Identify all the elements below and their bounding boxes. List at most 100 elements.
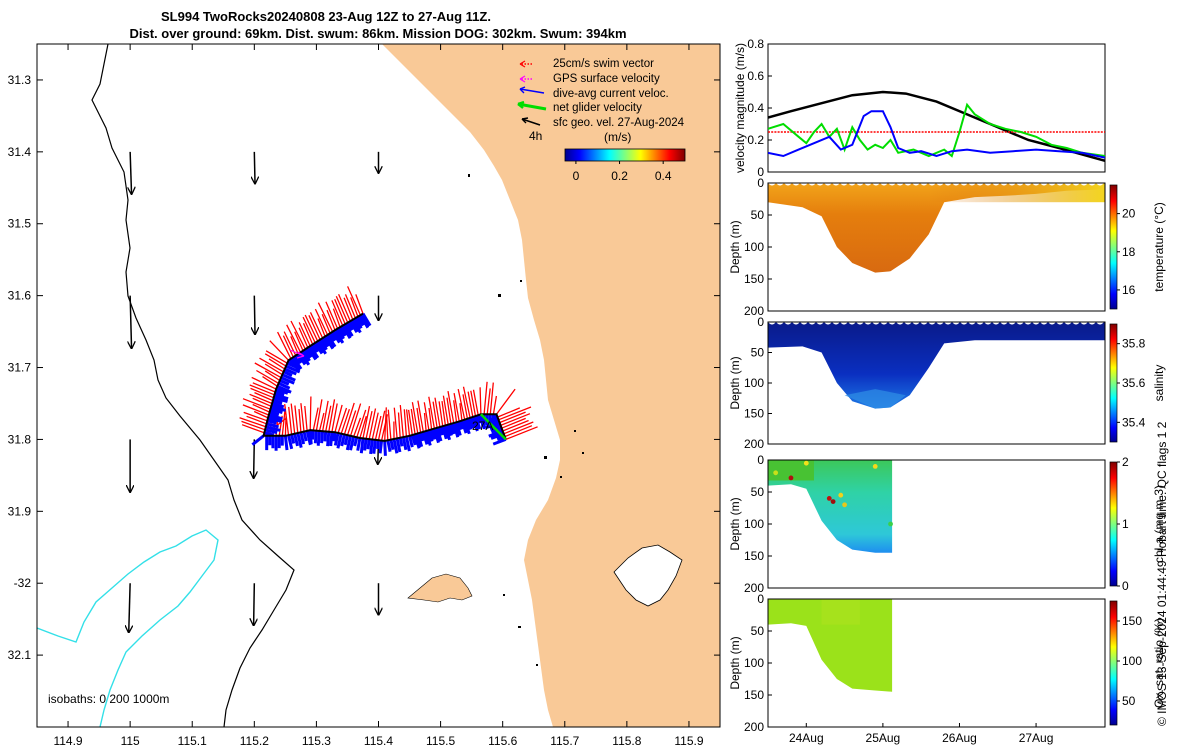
section-ytick-label: 200 bbox=[744, 581, 764, 595]
section-ytick-label: 150 bbox=[744, 549, 764, 563]
map-xtick-label: 115.2 bbox=[240, 734, 269, 748]
map-ytick-label: -32 bbox=[14, 576, 32, 590]
scale-arrow-label: 4h bbox=[529, 129, 542, 143]
legend-label-geo: sfc geo. vel. 27-Aug-2024 bbox=[553, 117, 685, 129]
section-colorbar-tick-label: 35.8 bbox=[1122, 337, 1146, 351]
velocity-ytick-label: 0.6 bbox=[747, 69, 764, 83]
time-tick-label: 24Aug bbox=[789, 731, 824, 745]
section-ytick-label: 100 bbox=[744, 656, 764, 670]
chla-data-point bbox=[842, 502, 847, 508]
velocity-ytick-label: 0.8 bbox=[747, 37, 764, 51]
section-data bbox=[768, 599, 893, 692]
geo-velocity-arrow bbox=[129, 583, 130, 632]
velocity-ticks: 0 0.2 0.4 0.6 0.8 bbox=[747, 37, 772, 179]
oxygen-surface-patch bbox=[821, 599, 860, 625]
salinity-section: 0 50 100 150 200 Depth (m) 35.4 35.6 35.8 salinit… bbox=[728, 315, 1166, 451]
map-xtick-label: 115.8 bbox=[612, 734, 641, 748]
section-ytick-label: 150 bbox=[744, 407, 764, 421]
map-xtick-label: 115.9 bbox=[674, 734, 703, 748]
island bbox=[407, 573, 473, 603]
colorbar-label: (m/s) bbox=[604, 130, 631, 144]
section-data bbox=[768, 183, 1105, 273]
section-colorbar-tick-label: 20 bbox=[1122, 207, 1136, 221]
map-ytick-label: 32.1 bbox=[8, 648, 32, 662]
section-ytick-label: 200 bbox=[744, 720, 764, 734]
section-colorbar-tick-label: 100 bbox=[1122, 654, 1142, 668]
chla-data-point bbox=[838, 492, 844, 498]
map-xtick-label: 115.4 bbox=[364, 734, 393, 748]
velocity-series-blue bbox=[768, 110, 1105, 159]
title-line-2: Dist. over ground: 69km. Dist. swum: 86k… bbox=[129, 26, 626, 41]
section-colorbar-tick-label: 50 bbox=[1122, 694, 1136, 708]
title-line-1: SL994 TwoRocks20240808 23-Aug 12Z to 27-… bbox=[161, 9, 491, 24]
section-top-scallop bbox=[768, 322, 1104, 325]
temperature-section: 0 50 100 150 200 Depth (m) 16 18 20 temperature (… bbox=[728, 176, 1166, 318]
map-colorbar-tick-label: 0 bbox=[573, 169, 580, 183]
chla-data-point bbox=[830, 499, 836, 504]
section-fill bbox=[768, 460, 893, 553]
section-colorbar-tick-label: 1 bbox=[1122, 517, 1129, 531]
section-ytick-label: 50 bbox=[751, 208, 765, 222]
map-ytick-label: 31.6 bbox=[8, 289, 32, 303]
chla-data-point bbox=[773, 470, 779, 476]
map-ytick-label: 31.3 bbox=[8, 73, 32, 87]
chla-data-point bbox=[803, 460, 809, 466]
section-ytick-label: 0 bbox=[757, 315, 764, 329]
section-fill bbox=[768, 322, 1105, 409]
section-colorbar-tick-label: 18 bbox=[1122, 245, 1136, 259]
section-ytick-label: 0 bbox=[757, 453, 764, 467]
geo-velocity-arrow bbox=[254, 439, 255, 478]
map-xtick-label: 115.3 bbox=[302, 734, 331, 748]
velocity-panel: 0 0.2 0.4 0.6 0.8 velocity magnitude (m/s) bbox=[733, 37, 1106, 179]
section-fill bbox=[768, 183, 1105, 273]
velocity-series-green bbox=[768, 102, 1105, 158]
velocity-ytick-label: 0.2 bbox=[747, 133, 764, 147]
section-ytick-label: 150 bbox=[744, 688, 764, 702]
section-data bbox=[768, 322, 1105, 409]
time-axis: 24Aug 25Aug 26Aug 27Aug bbox=[789, 723, 1053, 745]
section-ytick-label: 100 bbox=[744, 240, 764, 254]
geo-velocity-arrow bbox=[130, 295, 131, 349]
geo-velocity-arrow bbox=[254, 295, 255, 335]
side-label-flags: QC flags 1 2 bbox=[1155, 421, 1169, 488]
current-velocity-arrows bbox=[251, 312, 507, 456]
section-ytick-label: 200 bbox=[744, 437, 764, 451]
side-label-credit-line: © IMOS 13-Sep-2024 01:44:49 Hobart time.… bbox=[1155, 421, 1169, 726]
velocity-series bbox=[768, 90, 1105, 163]
side-label-time: Hobart time. bbox=[1155, 492, 1169, 557]
oxygen-section: 0 50 100 150 200 Depth (m) 50 100 150 Ox. sat. ra… bbox=[728, 592, 1166, 734]
geo-velocity-arrow bbox=[254, 583, 255, 625]
net-glider-velocity-arrow bbox=[480, 413, 507, 441]
chla-surface-patch bbox=[768, 460, 814, 481]
section-colorbar-label: temperature (°C) bbox=[1152, 202, 1166, 292]
legend-swatch-net bbox=[517, 102, 547, 111]
geo-velocity-arrow bbox=[130, 151, 131, 194]
map-ytick-label: 31.7 bbox=[8, 361, 32, 375]
legend-label-current: dive-avg current veloc. bbox=[553, 88, 669, 100]
section-ytick-label: 50 bbox=[751, 624, 765, 638]
map-ytick-label: 31.9 bbox=[8, 504, 32, 518]
legend-label-swim: 25cm/s swim vector bbox=[553, 58, 654, 70]
section-ytick-label: 100 bbox=[744, 517, 764, 531]
velocity-ytick-label: 0.4 bbox=[747, 101, 764, 115]
section-ylabel: Depth (m) bbox=[728, 636, 742, 689]
map-xtick-label: 115 bbox=[121, 734, 140, 748]
section-colorbar-label: salinity bbox=[1152, 365, 1166, 402]
velocity-series-black bbox=[768, 90, 1105, 163]
chla-data-point bbox=[826, 496, 832, 501]
isobath-0m bbox=[91, 44, 295, 727]
chla-data-point bbox=[888, 521, 893, 527]
section-colorbar-tick-label: 16 bbox=[1122, 283, 1136, 297]
legend-label-net: net glider velocity bbox=[553, 102, 642, 114]
section-ylabel: Depth (m) bbox=[728, 356, 742, 409]
map-ytick-label: 31.8 bbox=[8, 432, 32, 446]
section-colorbar-label: chl-a (mg m-3) bbox=[1152, 485, 1166, 563]
geostrophic-vector-field bbox=[129, 151, 379, 632]
map-xtick-label: 115.6 bbox=[488, 734, 517, 748]
section-colorbar bbox=[1109, 184, 1118, 310]
section-colorbar-label: Ox. sat. ratio (%) bbox=[1152, 618, 1166, 708]
section-ytick-label: 0 bbox=[757, 176, 764, 190]
map-legend: 25cm/s swim vector GPS surface velocity … bbox=[517, 58, 686, 183]
